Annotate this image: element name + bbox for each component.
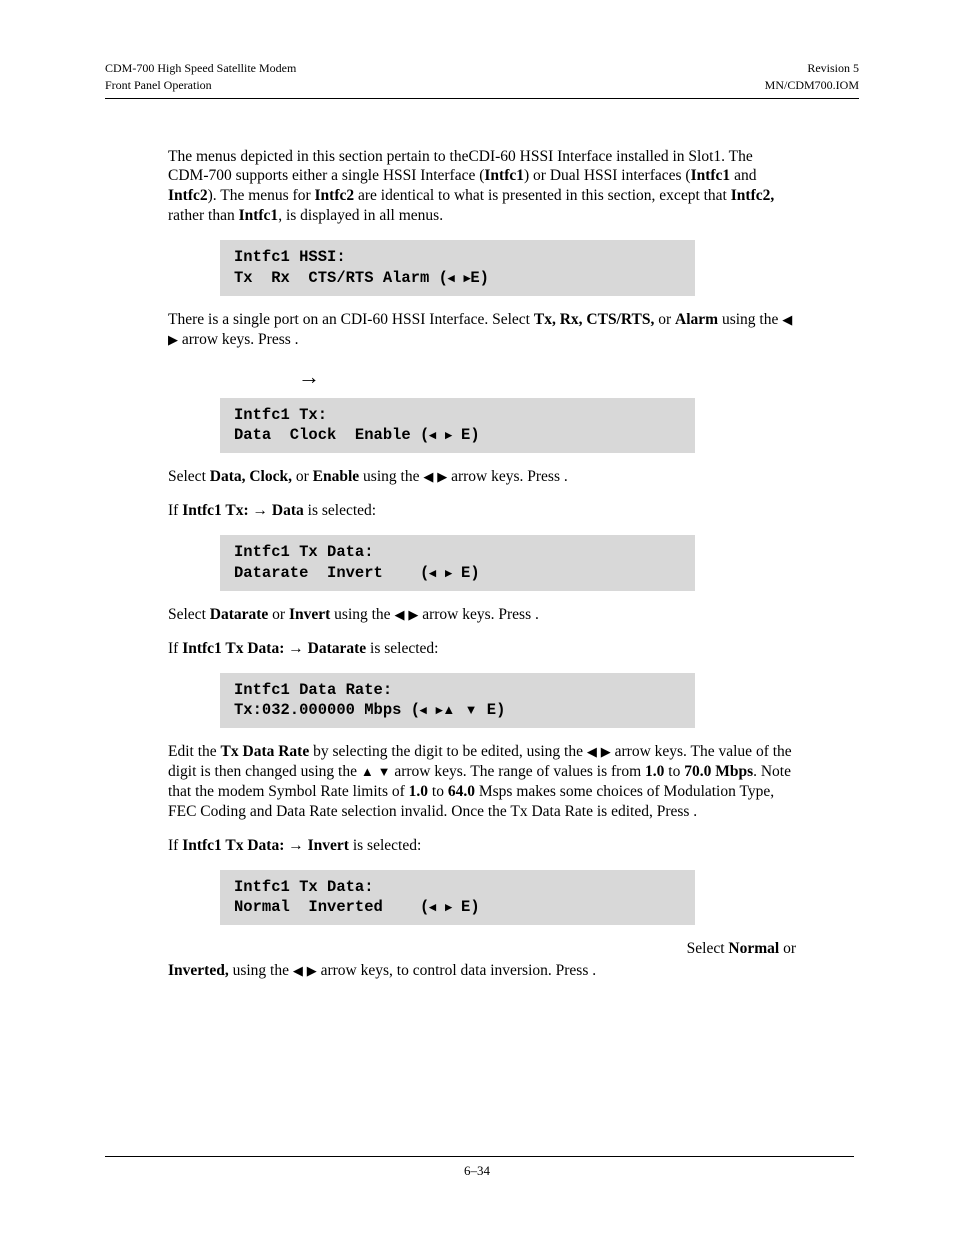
left-arrow-icon: ◀ — [293, 963, 303, 978]
header-docnum: MN/CDM700.IOM — [765, 77, 859, 94]
page-header: CDM-700 High Speed Satellite Modem Front… — [105, 60, 859, 94]
para-edit-datarate: Edit the Tx Data Rate by selecting the d… — [168, 742, 796, 821]
right-arrow-icon: ▶ — [408, 607, 418, 622]
para-select-dce: Select Data, Clock, or Enable using the … — [168, 467, 796, 487]
menu-tx-data: Intfc1 Tx Data: Datarate Invert (◂ ▸ E) — [220, 535, 695, 591]
left-arrow-icon: ◀ — [782, 312, 792, 327]
body-content: The menus depicted in this section perta… — [105, 99, 859, 981]
para-if-data: If Intfc1 Tx: → Data is selected: — [168, 501, 796, 521]
left-arrow-icon: ◀ — [423, 469, 433, 484]
left-arrow-icon: ◂ — [448, 270, 455, 285]
menu-invert: Intfc1 Tx Data: Normal Inverted (◂ ▸ E) — [220, 870, 695, 926]
up-arrow-icon: ▲ — [442, 702, 455, 717]
left-arrow-icon: ◂ — [429, 899, 436, 914]
page-footer: 6–34 — [0, 1156, 954, 1179]
header-section: Front Panel Operation — [105, 77, 296, 94]
para-select-port: There is a single port on an CDI-60 HSSI… — [168, 310, 796, 350]
page-number: 6–34 — [464, 1163, 490, 1178]
header-left: CDM-700 High Speed Satellite Modem Front… — [105, 60, 296, 94]
para-inverted: Inverted, using the ◀ ▶ arrow keys, to c… — [168, 961, 796, 981]
down-arrow-icon: ▼ — [378, 764, 391, 779]
left-arrow-icon: ◂ — [429, 427, 436, 442]
footer-rule — [105, 1156, 854, 1157]
flow-arrow-icon: → — [298, 363, 796, 391]
header-revision: Revision 5 — [765, 60, 859, 77]
left-arrow-icon: ◂ — [429, 565, 436, 580]
para-if-datarate: If Intfc1 Tx Data: → Datarate is selecte… — [168, 639, 796, 659]
para-if-invert: If Intfc1 Tx Data: → Invert is selected: — [168, 836, 796, 856]
right-arrow-icon: ▶ — [601, 744, 611, 759]
para-select-normal-right: Select Normal or — [168, 939, 796, 959]
right-arrow-icon: ▶ — [307, 963, 317, 978]
left-arrow-icon: ◀ — [587, 744, 597, 759]
down-arrow-icon: ▼ — [465, 702, 478, 717]
right-arrow-icon: ▶ — [168, 332, 178, 347]
right-arrow-icon: ▶ — [437, 469, 447, 484]
menu-tx: Intfc1 Tx: Data Clock Enable (◂ ▸ E) — [220, 398, 695, 454]
menu-datarate: Intfc1 Data Rate: Tx:032.000000 Mbps (◂ … — [220, 673, 695, 729]
intro-paragraph: The menus depicted in this section perta… — [168, 147, 796, 226]
left-arrow-icon: ◂ — [420, 702, 427, 717]
left-arrow-icon: ◀ — [394, 607, 404, 622]
menu-hssi: Intfc1 HSSI: Tx Rx CTS/RTS Alarm (◂ ▸E) — [220, 240, 695, 296]
header-right: Revision 5 MN/CDM700.IOM — [765, 60, 859, 94]
up-arrow-icon: ▲ — [361, 764, 374, 779]
para-select-datainv: Select Datarate or Invert using the ◀ ▶ … — [168, 605, 796, 625]
header-product: CDM-700 High Speed Satellite Modem — [105, 60, 296, 77]
